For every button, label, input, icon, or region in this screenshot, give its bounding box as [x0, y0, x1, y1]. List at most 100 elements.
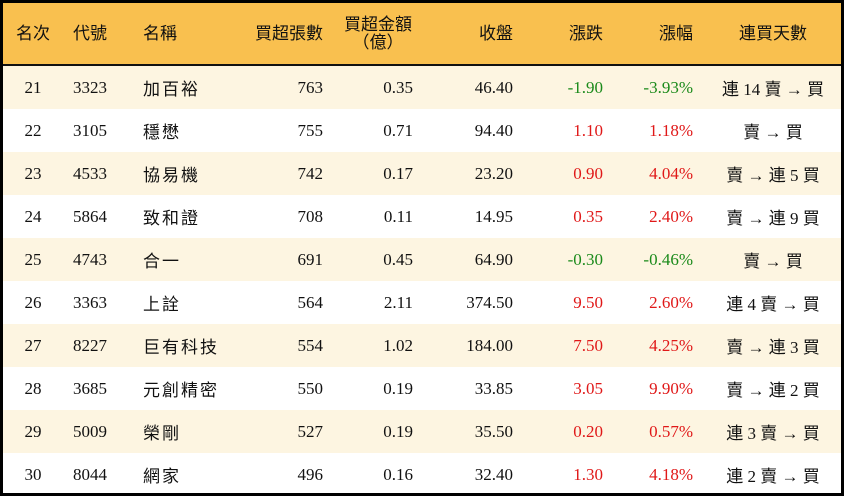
cell-days: 連 4 賣 → 買: [726, 295, 820, 314]
cell-change: 3.05: [573, 378, 603, 398]
cell-amount: 1.02: [383, 335, 413, 355]
table-row[interactable]: 22 3105 穩懋 755 0.71 94.40 1.10 1.18% 賣 → 買: [3, 109, 841, 152]
cell-amount: 2.11: [383, 292, 413, 312]
cell-days: 賣 → 買: [743, 252, 803, 271]
cell-lots: 691: [297, 249, 324, 269]
cell-code: 8227: [73, 335, 107, 355]
cell-close: 32.40: [474, 464, 513, 484]
cell-name: 元創精密: [143, 381, 219, 400]
cell-change: 7.50: [573, 335, 603, 355]
cell-rank: 23: [24, 163, 42, 183]
cell-days: 賣 → 連 5 買: [726, 166, 820, 185]
cell-code: 5009: [73, 421, 107, 441]
cell-name: 巨有科技: [143, 338, 219, 357]
cell-change: 1.30: [573, 464, 603, 484]
cell-pct: 4.18%: [649, 464, 693, 484]
cell-amount: 0.16: [383, 464, 413, 484]
cell-days: 賣 → 買: [743, 123, 803, 142]
cell-pct: 4.04%: [649, 163, 693, 183]
cell-pct: 2.60%: [649, 292, 693, 312]
cell-pct: 4.25%: [649, 335, 693, 355]
table-row[interactable]: 24 5864 致和證 708 0.11 14.95 0.35 2.40% 賣 → 連 9 買: [3, 195, 841, 238]
table-body: 21 3323 加百裕 763 0.35 46.40 -1.90 -3.93% 連 14 賣 →…: [3, 66, 841, 493]
table-row[interactable]: 30 8044 網家 496 0.16 32.40 1.30 4.18% 連 2 賣 → 買: [3, 453, 841, 493]
header-name: 名稱: [143, 23, 177, 43]
cell-code: 4533: [73, 163, 107, 183]
cell-change: 0.35: [573, 206, 603, 226]
cell-change: 1.10: [573, 120, 603, 140]
header-net-buy-amount: 買超金額 （億）: [333, 3, 423, 64]
cell-close: 14.95: [474, 206, 513, 226]
cell-lots: 496: [297, 464, 324, 484]
cell-change: 0.20: [573, 421, 603, 441]
table-row[interactable]: 29 5009 榮剛 527 0.19 35.50 0.20 0.57% 連 3 賣 → 買: [3, 410, 841, 453]
cell-amount: 0.17: [383, 163, 413, 183]
cell-name: 穩懋: [143, 123, 181, 142]
cell-name: 榮剛: [143, 424, 181, 443]
cell-days: 賣 → 連 3 買: [726, 338, 820, 357]
cell-code: 3105: [73, 120, 107, 140]
cell-pct: 1.18%: [649, 120, 693, 140]
cell-close: 46.40: [474, 77, 513, 97]
cell-name: 協易機: [143, 166, 200, 185]
cell-days: 連 3 賣 → 買: [726, 424, 820, 443]
cell-close: 64.90: [474, 249, 513, 269]
cell-pct: 9.90%: [649, 378, 693, 398]
cell-rank: 27: [24, 335, 42, 355]
cell-close: 374.50: [466, 292, 513, 312]
cell-pct: 0.57%: [649, 421, 693, 441]
cell-name: 致和證: [143, 209, 200, 228]
table-row[interactable]: 28 3685 元創精密 550 0.19 33.85 3.05 9.90% 賣 → 連 2 買: [3, 367, 841, 410]
cell-close: 23.20: [474, 163, 513, 183]
cell-lots: 755: [297, 120, 324, 140]
cell-code: 8044: [73, 464, 107, 484]
cell-pct: -0.46%: [643, 249, 693, 269]
cell-pct: 2.40%: [649, 206, 693, 226]
cell-rank: 22: [24, 120, 42, 140]
cell-rank: 30: [24, 464, 42, 484]
cell-amount: 0.19: [383, 421, 413, 441]
table-row[interactable]: 27 8227 巨有科技 554 1.02 184.00 7.50 4.25% 賣 → 連 3 …: [3, 324, 841, 367]
header-amount-unit: （億）: [352, 32, 404, 52]
table-row[interactable]: 21 3323 加百裕 763 0.35 46.40 -1.90 -3.93% 連 14 賣 →…: [3, 66, 841, 109]
cell-amount: 0.71: [383, 120, 413, 140]
table-row[interactable]: 25 4743 合一 691 0.45 64.90 -0.30 -0.46% 賣 → 買: [3, 238, 841, 281]
cell-days: 賣 → 連 9 買: [726, 209, 820, 228]
cell-code: 3363: [73, 292, 107, 312]
header-close: 收盤: [479, 23, 513, 43]
cell-name: 網家: [143, 467, 181, 486]
cell-lots: 564: [297, 292, 324, 312]
cell-close: 33.85: [474, 378, 513, 398]
cell-lots: 527: [297, 421, 324, 441]
cell-change: 0.90: [573, 163, 603, 183]
header-code: 代號: [73, 23, 107, 43]
header-consecutive-days: 連買天數: [739, 23, 807, 43]
header-net-buy-lots: 買超張數: [255, 23, 323, 43]
table-row[interactable]: 26 3363 上詮 564 2.11 374.50 9.50 2.60% 連 4 賣 → 買: [3, 281, 841, 324]
cell-name: 加百裕: [143, 80, 200, 99]
header-change: 漲跌: [569, 23, 603, 43]
cell-amount: 0.19: [383, 378, 413, 398]
cell-lots: 742: [297, 163, 324, 183]
cell-close: 35.50: [474, 421, 513, 441]
header-change-pct: 漲幅: [659, 23, 693, 43]
cell-rank: 24: [24, 206, 42, 226]
cell-lots: 554: [297, 335, 324, 355]
header-amount-label: 買超金額: [344, 14, 412, 34]
table-header: 名次 代號 名稱 買超張數 買超金額 （億） 收盤 漲跌 漲幅 連買天數: [3, 3, 841, 66]
cell-name: 上詮: [143, 295, 181, 314]
cell-change: -0.30: [567, 249, 603, 269]
cell-code: 4743: [73, 249, 107, 269]
cell-days: 賣 → 連 2 買: [726, 381, 820, 400]
cell-rank: 26: [24, 292, 42, 312]
cell-change: -1.90: [567, 77, 603, 97]
cell-change: 9.50: [573, 292, 603, 312]
cell-amount: 0.35: [383, 77, 413, 97]
cell-pct: -3.93%: [643, 77, 693, 97]
header-rank: 名次: [16, 23, 50, 43]
cell-code: 3323: [73, 77, 107, 97]
cell-lots: 708: [297, 206, 324, 226]
cell-lots: 550: [297, 378, 324, 398]
table-row[interactable]: 23 4533 協易機 742 0.17 23.20 0.90 4.04% 賣 → 連 5 買: [3, 152, 841, 195]
